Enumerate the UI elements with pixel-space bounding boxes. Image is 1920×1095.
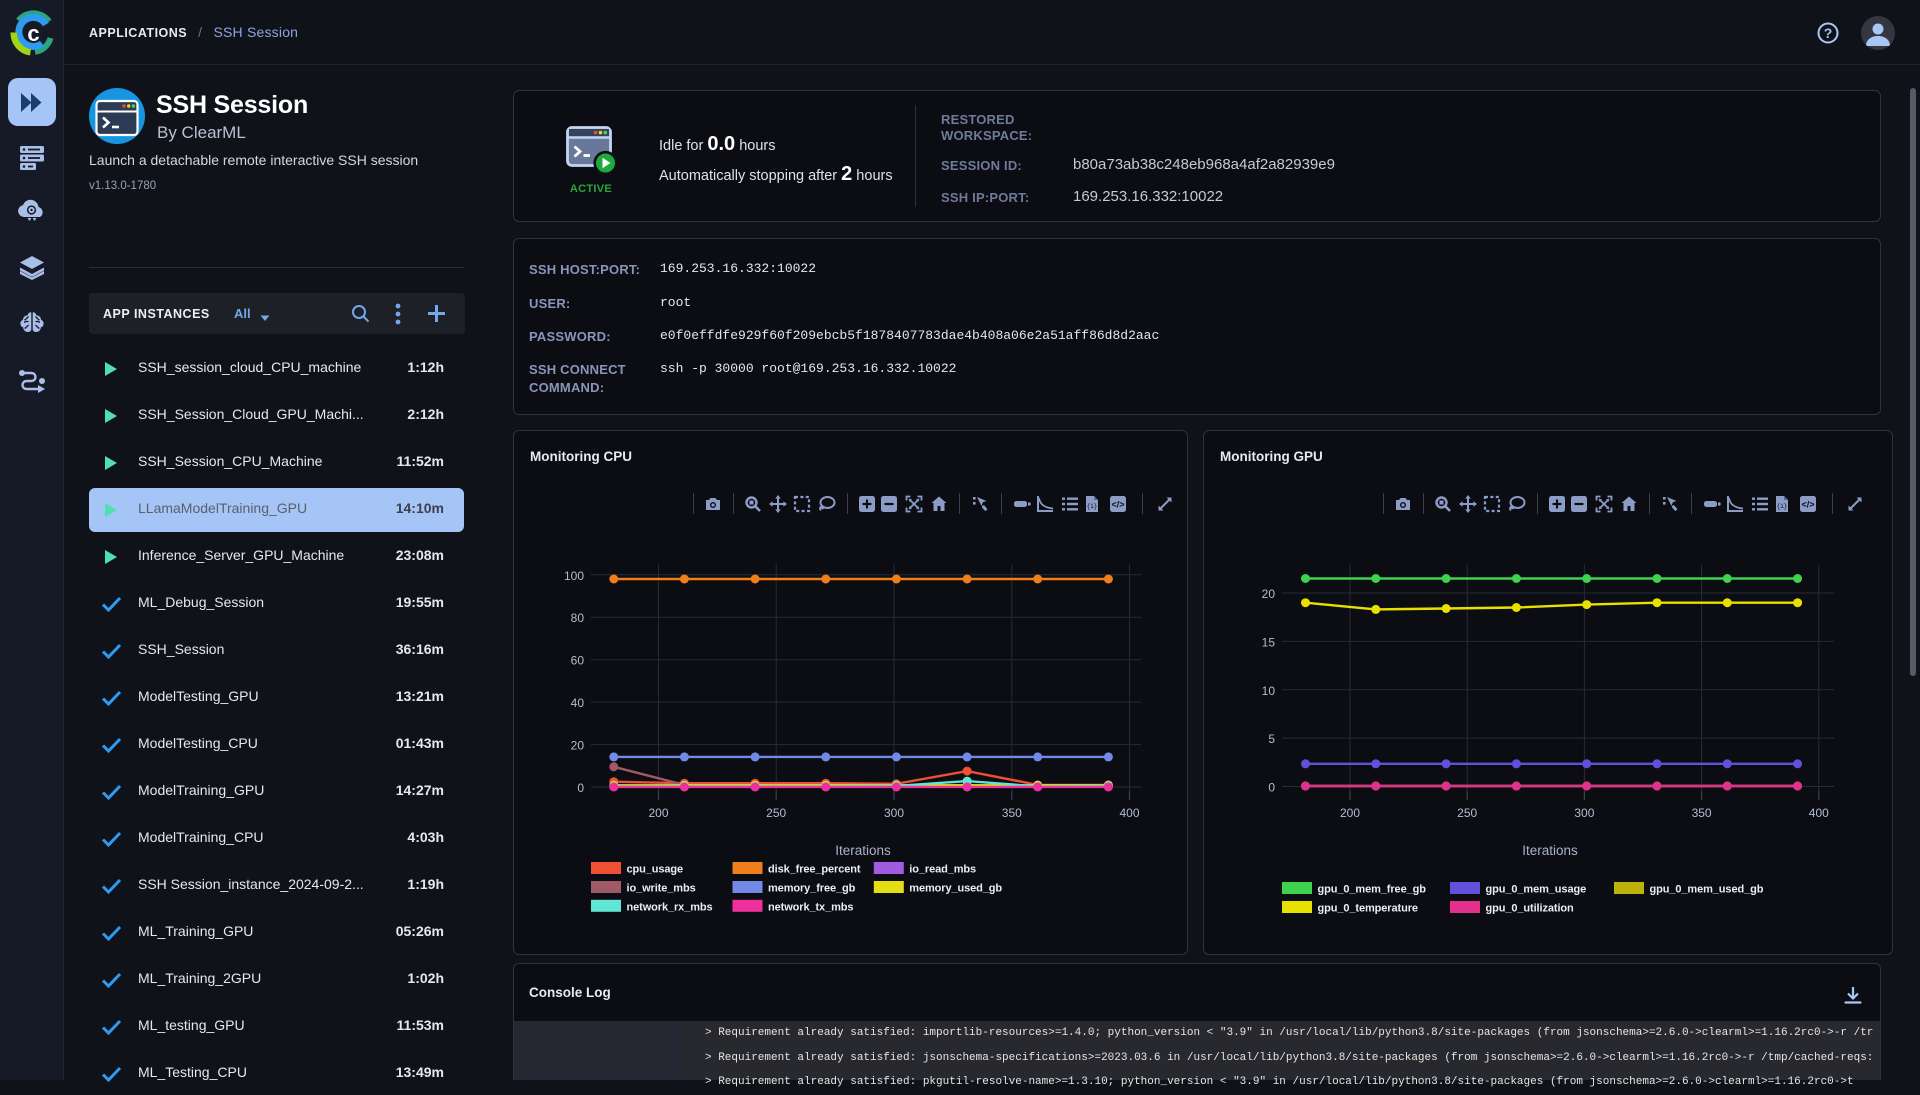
svg-text:disk_free_percent: disk_free_percent (768, 864, 861, 876)
svg-text:gpu_0_mem_usage: gpu_0_mem_usage (1486, 884, 1587, 896)
svg-text:250: 250 (1457, 806, 1477, 820)
svg-text:40: 40 (571, 696, 585, 710)
svg-text:memory_used_gb: memory_used_gb (909, 883, 1002, 895)
svg-text:{i}: {i} (1777, 503, 1788, 510)
svg-text:5: 5 (1268, 732, 1275, 746)
svg-text:20: 20 (1262, 587, 1276, 601)
svg-text:io_read_mbs: io_read_mbs (909, 864, 976, 876)
svg-text:cpu_usage: cpu_usage (627, 864, 684, 876)
svg-text:250: 250 (766, 806, 786, 820)
svg-text:200: 200 (648, 806, 668, 820)
svg-text:gpu_0_utilization: gpu_0_utilization (1486, 903, 1575, 915)
svg-text:350: 350 (1002, 806, 1022, 820)
svg-text:300: 300 (884, 806, 904, 820)
svg-text:300: 300 (1574, 806, 1594, 820)
svg-text:gpu_0_mem_free_gb: gpu_0_mem_free_gb (1318, 884, 1427, 896)
svg-text:</>: </> (1111, 500, 1124, 510)
svg-text:Iterations: Iterations (835, 843, 891, 858)
svg-text:{i}: {i} (1087, 503, 1098, 510)
svg-text:400: 400 (1119, 806, 1139, 820)
svg-text:io_write_mbs: io_write_mbs (627, 883, 696, 895)
svg-text:400: 400 (1809, 806, 1829, 820)
svg-text:60: 60 (571, 654, 585, 668)
svg-text:</>: </> (1801, 500, 1814, 510)
svg-text:gpu_0_temperature: gpu_0_temperature (1318, 903, 1418, 915)
svg-text:0: 0 (1268, 781, 1275, 795)
svg-text:Iterations: Iterations (1522, 843, 1578, 858)
svg-text:350: 350 (1692, 806, 1712, 820)
svg-text:100: 100 (564, 569, 584, 583)
svg-text:gpu_0_mem_used_gb: gpu_0_mem_used_gb (1650, 884, 1764, 896)
svg-text:200: 200 (1340, 806, 1360, 820)
svg-text:?: ? (1824, 25, 1833, 41)
svg-text:0: 0 (577, 781, 584, 795)
svg-text:80: 80 (571, 611, 585, 625)
svg-text:network_rx_mbs: network_rx_mbs (627, 901, 713, 913)
svg-text:15: 15 (1262, 635, 1276, 649)
svg-text:20: 20 (571, 739, 585, 753)
svg-text:memory_free_gb: memory_free_gb (768, 883, 856, 895)
svg-text:10: 10 (1262, 684, 1276, 698)
svg-text:c: c (27, 21, 39, 46)
svg-text:network_tx_mbs: network_tx_mbs (768, 901, 853, 913)
